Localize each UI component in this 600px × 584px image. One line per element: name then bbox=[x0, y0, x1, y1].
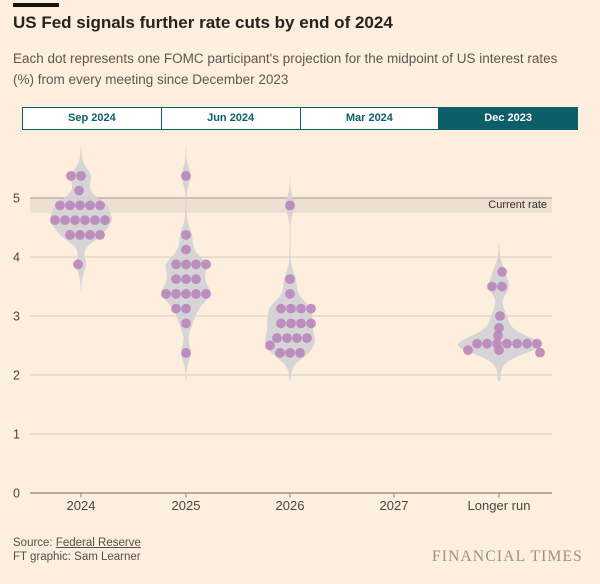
dot bbox=[285, 200, 295, 211]
dot bbox=[181, 318, 191, 329]
dot bbox=[80, 215, 90, 226]
dot bbox=[493, 330, 503, 341]
tab-dec-2023[interactable]: Dec 2023 bbox=[439, 108, 577, 129]
x-axis-label: Longer run bbox=[468, 498, 531, 513]
dot bbox=[181, 348, 191, 358]
dot bbox=[302, 333, 312, 343]
dot bbox=[512, 338, 522, 349]
dot bbox=[201, 289, 211, 299]
dot bbox=[65, 200, 75, 211]
dot bbox=[85, 200, 95, 211]
dot bbox=[171, 274, 181, 284]
dot bbox=[171, 259, 181, 270]
dot bbox=[282, 333, 292, 343]
dot bbox=[66, 171, 76, 181]
dot bbox=[497, 266, 507, 277]
dot bbox=[463, 345, 473, 356]
dot bbox=[532, 338, 542, 349]
y-axis-label: 5 bbox=[13, 192, 20, 206]
x-axis-label: 2026 bbox=[276, 498, 305, 513]
y-axis-label: 2 bbox=[13, 369, 20, 383]
dot bbox=[285, 348, 295, 358]
dot bbox=[265, 340, 275, 351]
y-axis-label: 1 bbox=[13, 428, 20, 442]
dot bbox=[161, 289, 171, 299]
dot bbox=[502, 338, 512, 349]
dot bbox=[494, 345, 504, 356]
tab-jun-2024[interactable]: Jun 2024 bbox=[161, 108, 301, 129]
dot bbox=[95, 230, 105, 240]
dot bbox=[306, 303, 316, 314]
dot bbox=[191, 289, 201, 299]
financial-times-logo: FINANCIAL TIMES bbox=[431, 548, 583, 565]
dot bbox=[487, 281, 497, 292]
dot bbox=[100, 215, 110, 226]
dot bbox=[286, 318, 296, 329]
dot bbox=[472, 338, 482, 349]
dot bbox=[181, 274, 191, 284]
y-axis-label: 0 bbox=[13, 487, 20, 501]
dot bbox=[95, 200, 105, 211]
dot bbox=[75, 230, 85, 240]
dot bbox=[90, 215, 100, 226]
dot bbox=[181, 303, 191, 314]
dot bbox=[482, 338, 492, 349]
dot bbox=[522, 338, 532, 349]
dot bbox=[494, 322, 504, 333]
dot bbox=[181, 259, 191, 270]
dot bbox=[181, 230, 191, 240]
dot bbox=[50, 215, 60, 226]
dot bbox=[181, 244, 191, 255]
dot bbox=[535, 347, 545, 358]
dot bbox=[295, 348, 305, 358]
dot bbox=[60, 215, 70, 226]
dot bbox=[73, 259, 83, 270]
source-prefix: Source: bbox=[13, 537, 56, 549]
y-axis-label: 3 bbox=[13, 310, 20, 324]
dot bbox=[292, 333, 302, 343]
dot bbox=[495, 311, 505, 321]
accent-bar bbox=[13, 3, 59, 7]
credit-line: FT graphic: Sam Learner bbox=[13, 551, 141, 563]
dot bbox=[191, 274, 201, 284]
dot bbox=[497, 281, 507, 292]
chart-subtitle: Each dot represents one FOMC participant… bbox=[13, 51, 558, 87]
x-axis-label: 2024 bbox=[67, 498, 96, 513]
y-axis-label: 4 bbox=[13, 251, 20, 265]
page-title: US Fed signals further rate cuts by end … bbox=[13, 13, 393, 32]
tab-sep-2024[interactable]: Sep 2024 bbox=[23, 108, 162, 129]
dot bbox=[74, 185, 84, 196]
source-line: Source: Federal Reserve bbox=[13, 537, 141, 549]
dot bbox=[296, 318, 306, 329]
source-link[interactable]: Federal Reserve bbox=[55, 537, 141, 549]
dot bbox=[275, 348, 285, 358]
dot bbox=[286, 303, 296, 314]
dot bbox=[181, 171, 191, 181]
x-axis-label: 2027 bbox=[380, 498, 409, 513]
dot bbox=[55, 200, 65, 211]
dot bbox=[276, 318, 286, 329]
dot bbox=[191, 259, 201, 270]
dot bbox=[171, 303, 181, 314]
tab-mar-2024[interactable]: Mar 2024 bbox=[300, 108, 440, 129]
current-rate-label: Current rate bbox=[488, 199, 547, 211]
dot bbox=[276, 303, 286, 314]
dot bbox=[76, 171, 86, 181]
dot bbox=[285, 274, 295, 284]
dot bbox=[285, 289, 295, 299]
dot bbox=[85, 230, 95, 240]
dot bbox=[181, 289, 191, 299]
x-axis-label: 2025 bbox=[172, 498, 201, 513]
dot bbox=[296, 303, 306, 314]
dot bbox=[171, 289, 181, 299]
meeting-tabs: Sep 2024 Jun 2024 Mar 2024 Dec 2023 bbox=[22, 107, 578, 130]
dot bbox=[272, 333, 282, 343]
dot bbox=[75, 200, 85, 211]
dot bbox=[201, 259, 211, 270]
dot bbox=[306, 318, 316, 329]
dot bbox=[65, 230, 75, 240]
dot bbox=[70, 215, 80, 226]
